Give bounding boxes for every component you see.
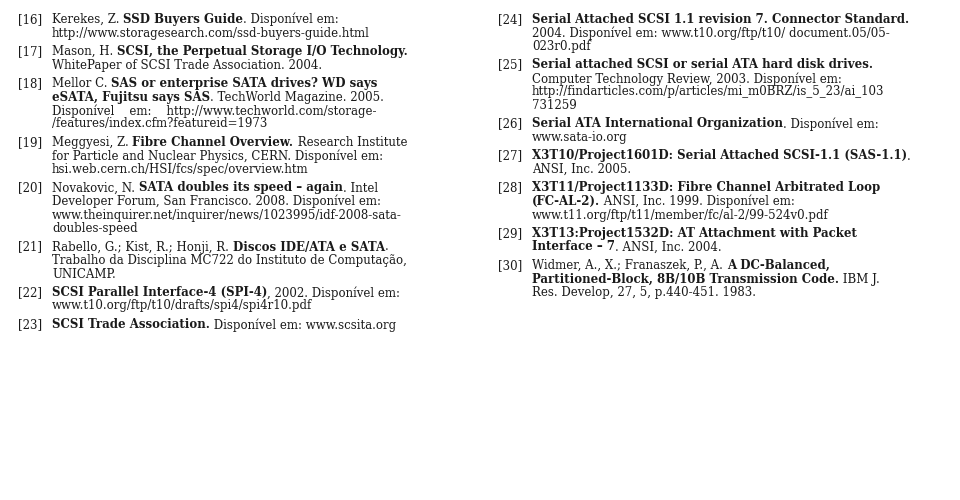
Text: SCSI Trade Association.: SCSI Trade Association. bbox=[52, 318, 210, 331]
Text: SCSI, the Perpetual Storage I/O Technology.: SCSI, the Perpetual Storage I/O Technolo… bbox=[117, 45, 408, 58]
Text: Mason, H.: Mason, H. bbox=[52, 45, 117, 58]
Text: Serial attached SCSI or serial ATA hard disk drives.: Serial attached SCSI or serial ATA hard … bbox=[532, 58, 873, 71]
Text: Disponível    em:    http://www.techworld.com/storage-: Disponível em: http://www.techworld.com/… bbox=[52, 104, 376, 118]
Text: Widmer, A., X.; Franaszek, P., A.: Widmer, A., X.; Franaszek, P., A. bbox=[532, 259, 727, 272]
Text: www.t11.org/ftp/t11/member/fc/al-2/99-524v0.pdf: www.t11.org/ftp/t11/member/fc/al-2/99-52… bbox=[532, 208, 828, 222]
Text: [27]: [27] bbox=[498, 150, 522, 162]
Text: Interface – 7: Interface – 7 bbox=[532, 240, 615, 254]
Text: Meggyesi, Z.: Meggyesi, Z. bbox=[52, 136, 132, 149]
Text: /features/index.cfm?featureid=1973: /features/index.cfm?featureid=1973 bbox=[52, 118, 268, 130]
Text: .: . bbox=[385, 240, 389, 254]
Text: . Intel: . Intel bbox=[343, 182, 377, 194]
Text: SCSI Parallel Interface-4 (SPI-4): SCSI Parallel Interface-4 (SPI-4) bbox=[52, 286, 268, 299]
Text: .: . bbox=[907, 150, 911, 162]
Text: Res. Develop, 27, 5, p.440-451. 1983.: Res. Develop, 27, 5, p.440-451. 1983. bbox=[532, 286, 756, 299]
Text: X3T11/Project1133D: Fibre Channel Arbitrated Loop: X3T11/Project1133D: Fibre Channel Arbitr… bbox=[532, 182, 880, 194]
Text: X3T10/Project1601D: Serial Attached SCSI-1.1 (SAS-1.1): X3T10/Project1601D: Serial Attached SCSI… bbox=[532, 150, 907, 162]
Text: [19]: [19] bbox=[18, 136, 42, 149]
Text: [21]: [21] bbox=[18, 240, 42, 254]
Text: WhitePaper of SCSI Trade Association. 2004.: WhitePaper of SCSI Trade Association. 20… bbox=[52, 58, 323, 71]
Text: [17]: [17] bbox=[18, 45, 42, 58]
Text: . Disponível em:: . Disponível em: bbox=[243, 13, 339, 26]
Text: Kerekes, Z.: Kerekes, Z. bbox=[52, 13, 123, 26]
Text: [26]: [26] bbox=[498, 118, 522, 130]
Text: IBM J.: IBM J. bbox=[839, 272, 879, 285]
Text: [18]: [18] bbox=[18, 77, 42, 90]
Text: [30]: [30] bbox=[498, 259, 522, 272]
Text: Fibre Channel Overview.: Fibre Channel Overview. bbox=[132, 136, 294, 149]
Text: , 2002. Disponível em:: , 2002. Disponível em: bbox=[268, 286, 400, 300]
Text: Research Institute: Research Institute bbox=[294, 136, 407, 149]
Text: doubles-speed: doubles-speed bbox=[52, 222, 137, 235]
Text: hsi.web.cern.ch/HSI/fcs/spec/overview.htm: hsi.web.cern.ch/HSI/fcs/spec/overview.ht… bbox=[52, 163, 308, 176]
Text: Partitioned-Block, 8B/10B Transmission Code.: Partitioned-Block, 8B/10B Transmission C… bbox=[532, 272, 839, 285]
Text: ANSI, Inc. 1999. Disponível em:: ANSI, Inc. 1999. Disponível em: bbox=[600, 195, 795, 208]
Text: Serial Attached SCSI 1.1 revision 7. Connector Standard.: Serial Attached SCSI 1.1 revision 7. Con… bbox=[532, 13, 909, 26]
Text: Trabalho da Disciplina MC722 do Instituto de Computação,: Trabalho da Disciplina MC722 do Institut… bbox=[52, 254, 407, 267]
Text: [20]: [20] bbox=[18, 182, 42, 194]
Text: www.sata-io.org: www.sata-io.org bbox=[532, 131, 628, 144]
Text: 2004. Disponível em: www.t10.org/ftp/t10/ document.05/05-: 2004. Disponível em: www.t10.org/ftp/t10… bbox=[532, 26, 890, 40]
Text: A DC-Balanced,: A DC-Balanced, bbox=[727, 259, 829, 272]
Text: [23]: [23] bbox=[18, 318, 42, 331]
Text: [22]: [22] bbox=[18, 286, 42, 299]
Text: [29]: [29] bbox=[498, 227, 522, 240]
Text: [25]: [25] bbox=[498, 58, 522, 71]
Text: Discos IDE/ATA e SATA: Discos IDE/ATA e SATA bbox=[232, 240, 385, 254]
Text: Developer Forum, San Francisco. 2008. Disponível em:: Developer Forum, San Francisco. 2008. Di… bbox=[52, 195, 381, 208]
Text: for Particle and Nuclear Physics, CERN. Disponível em:: for Particle and Nuclear Physics, CERN. … bbox=[52, 150, 383, 163]
Text: (FC-AL-2).: (FC-AL-2). bbox=[532, 195, 600, 208]
Text: Serial ATA International Organization: Serial ATA International Organization bbox=[532, 118, 783, 130]
Text: Computer Technology Review, 2003. Disponível em:: Computer Technology Review, 2003. Dispon… bbox=[532, 72, 842, 86]
Text: UNICAMP.: UNICAMP. bbox=[52, 268, 116, 280]
Text: 023r0.pdf: 023r0.pdf bbox=[532, 40, 590, 53]
Text: . Disponível em:: . Disponível em: bbox=[783, 118, 878, 131]
Text: Rabello, G.; Kist, R.; Honji, R.: Rabello, G.; Kist, R.; Honji, R. bbox=[52, 240, 232, 254]
Text: X3T13:Project1532D: AT Attachment with Packet: X3T13:Project1532D: AT Attachment with P… bbox=[532, 227, 857, 240]
Text: Novakovic, N.: Novakovic, N. bbox=[52, 182, 139, 194]
Text: [28]: [28] bbox=[498, 182, 522, 194]
Text: SSD Buyers Guide: SSD Buyers Guide bbox=[123, 13, 243, 26]
Text: [16]: [16] bbox=[18, 13, 42, 26]
Text: http://www.storagesearch.com/ssd-buyers-guide.html: http://www.storagesearch.com/ssd-buyers-… bbox=[52, 26, 370, 40]
Text: Disponível em: www.scsita.org: Disponível em: www.scsita.org bbox=[210, 318, 396, 332]
Text: http://findarticles.com/p/articles/mi_m0BRZ/is_5_23/ai_103: http://findarticles.com/p/articles/mi_m0… bbox=[532, 86, 884, 98]
Text: SAS or enterprise SATA drives? WD says: SAS or enterprise SATA drives? WD says bbox=[111, 77, 377, 90]
Text: SATA doubles its speed – again: SATA doubles its speed – again bbox=[139, 182, 343, 194]
Text: www.t10.org/ftp/t10/drafts/spi4/spi4r10.pdf: www.t10.org/ftp/t10/drafts/spi4/spi4r10.… bbox=[52, 300, 312, 312]
Text: . TechWorld Magazine. 2005.: . TechWorld Magazine. 2005. bbox=[210, 90, 384, 104]
Text: ANSI, Inc. 2005.: ANSI, Inc. 2005. bbox=[532, 163, 631, 176]
Text: . ANSI, Inc. 2004.: . ANSI, Inc. 2004. bbox=[615, 240, 722, 254]
Text: eSATA, Fujitsu says SAS: eSATA, Fujitsu says SAS bbox=[52, 90, 210, 104]
Text: Mellor C.: Mellor C. bbox=[52, 77, 111, 90]
Text: [24]: [24] bbox=[498, 13, 522, 26]
Text: 731259: 731259 bbox=[532, 99, 577, 112]
Text: www.theinquirer.net/inquirer/news/1023995/idf-2008-sata-: www.theinquirer.net/inquirer/news/102399… bbox=[52, 208, 402, 222]
